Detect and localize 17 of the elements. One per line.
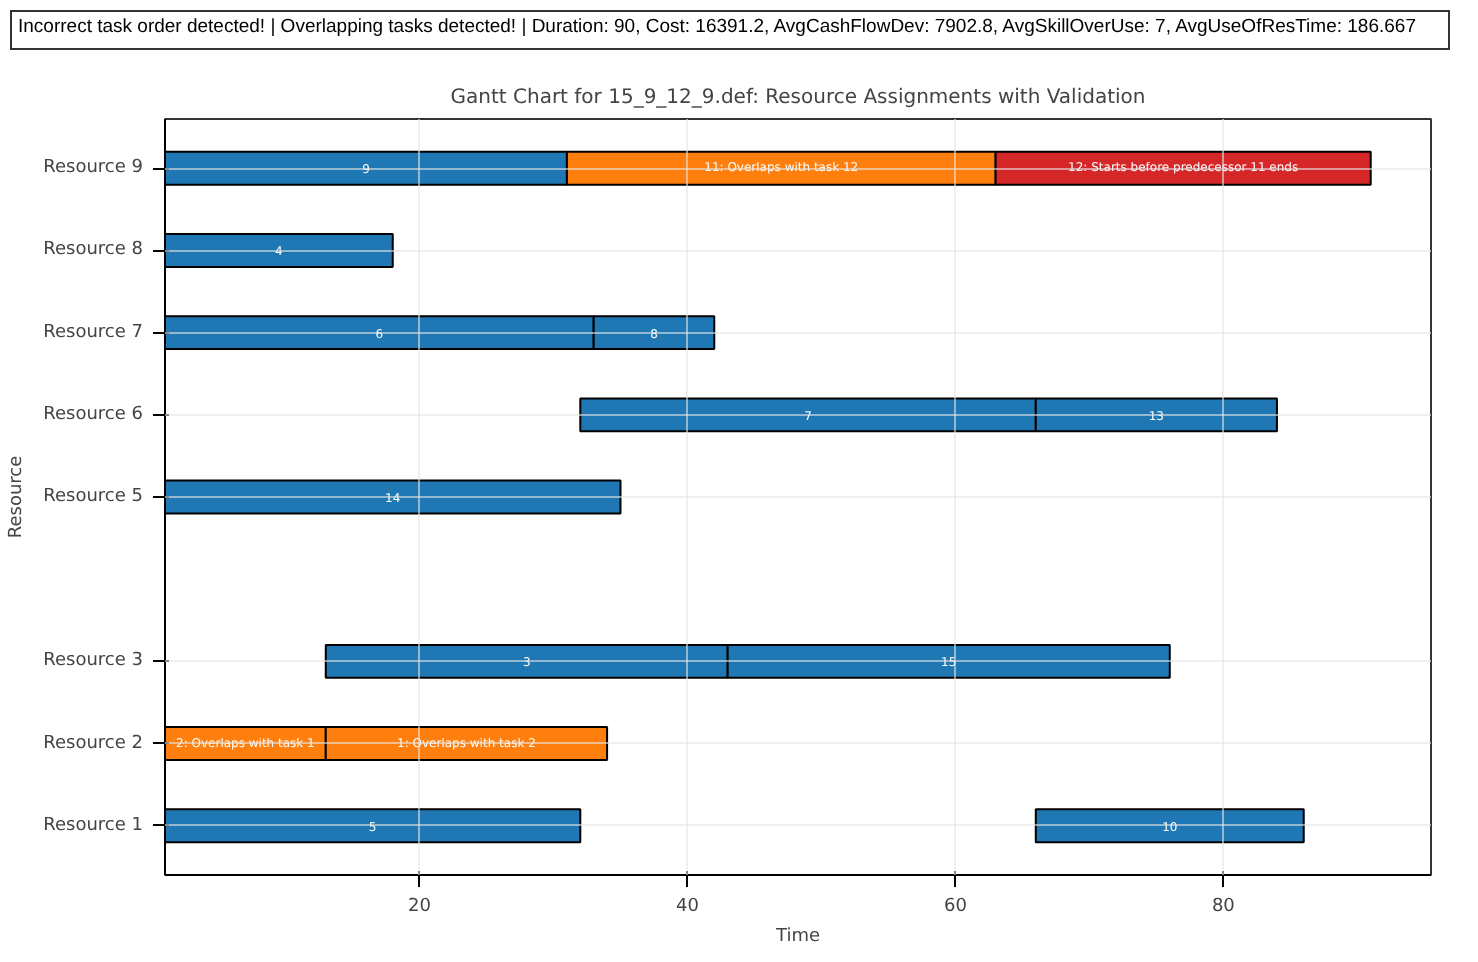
y-tick-label: Resource 3	[43, 651, 144, 672]
x-tick-label: 40	[676, 897, 700, 917]
text: Incorrect task order detected! | Overlapping tasks detected! | Duration: 90, Cost: 16391.2, AvgCashFlowDev: 7902.8, AvgSkillOverUse: 7, AvgUseOfResTime: 186.667	[18, 14, 1416, 42]
y-tick-label: Resource 9	[43, 158, 144, 179]
chart-title: Gantt Chart for 15_9_12_9.def: Resource Assignments with Validation	[450, 87, 1146, 109]
x-tick-label: 80	[1211, 897, 1236, 917]
y-tick-label: Resource 6	[43, 404, 144, 425]
y-tick-label: Resource 8	[43, 240, 144, 261]
bar	[1034, 808, 1305, 844]
y-tick-label: Resource 5	[43, 487, 144, 507]
x-axis-title: Time	[773, 927, 821, 947]
y-tick-label: Resource 2	[43, 733, 144, 754]
y-tick-label: Resource 7	[43, 322, 144, 343]
y-tick-label: Resource 1	[43, 815, 144, 836]
x-tick-label: 20	[408, 897, 432, 917]
y-axis-title: Resource	[7, 454, 28, 539]
x-tick-label: 60	[943, 897, 968, 917]
